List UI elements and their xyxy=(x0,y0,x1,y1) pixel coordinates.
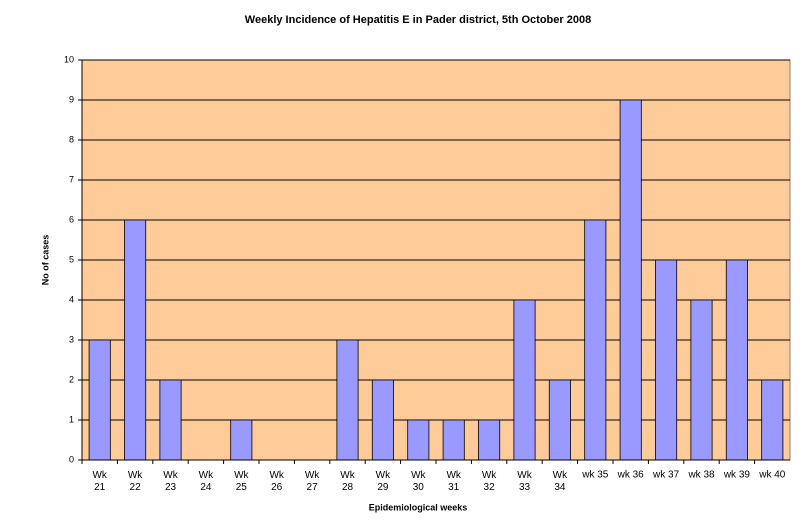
bar xyxy=(372,380,393,460)
y-tick-label: 7 xyxy=(69,174,74,184)
bar xyxy=(655,260,676,460)
x-tick-label: wk 36 xyxy=(617,470,645,481)
bar xyxy=(89,340,110,460)
bar xyxy=(408,420,429,460)
bar xyxy=(514,300,535,460)
bar xyxy=(160,380,181,460)
chart-title: Weekly Incidence of Hepatitis E in Pader… xyxy=(245,14,591,26)
chart: Weekly Incidence of Hepatitis E in Pader… xyxy=(0,0,805,528)
y-tick-label: 6 xyxy=(69,214,74,224)
y-tick-label: 0 xyxy=(69,454,74,464)
y-tick-label: 5 xyxy=(69,254,74,264)
bar xyxy=(231,420,252,460)
y-axis-label: No of cases xyxy=(40,235,50,286)
y-tick-label: 2 xyxy=(69,374,74,384)
bar xyxy=(585,220,606,460)
bar xyxy=(762,380,783,460)
x-tick-label: wk 35 xyxy=(581,470,609,481)
y-tick-label: 8 xyxy=(69,134,74,144)
bar xyxy=(443,420,464,460)
bar xyxy=(124,220,145,460)
bar xyxy=(549,380,570,460)
bar xyxy=(337,340,358,460)
x-tick-label: wk 40 xyxy=(758,470,786,481)
x-axis-label: Epidemiological weeks xyxy=(369,502,468,512)
x-tick-label: wk 39 xyxy=(723,470,751,481)
x-tick-label: wk 37 xyxy=(652,470,680,481)
y-tick-label: 4 xyxy=(69,294,74,304)
y-tick-label: 9 xyxy=(69,94,74,104)
bar xyxy=(620,100,641,460)
x-tick-label: wk 38 xyxy=(687,470,715,481)
y-tick-label: 10 xyxy=(64,54,74,64)
bar xyxy=(478,420,499,460)
bar xyxy=(726,260,747,460)
bar xyxy=(691,300,712,460)
y-tick-label: 1 xyxy=(69,414,74,424)
y-tick-label: 3 xyxy=(69,334,74,344)
